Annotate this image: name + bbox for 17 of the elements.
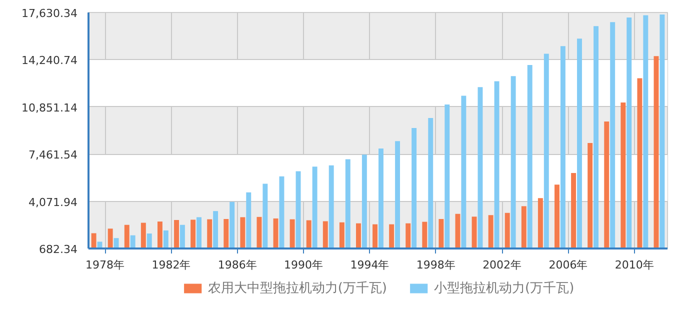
y-tick-label: 7,461.54 xyxy=(28,148,78,162)
y-tick-label: 4,071.94 xyxy=(28,196,78,209)
x-tick-label: 1982年 xyxy=(152,258,191,272)
y-tick-label: 14,240.74 xyxy=(22,54,78,68)
y-tick-label: 682.34 xyxy=(39,243,78,256)
legend-label: 农用大中型拖拉机动力(万千瓦) xyxy=(208,280,387,297)
x-tick-label: 2006年 xyxy=(548,258,588,272)
y-tick-label: 10,851.14 xyxy=(22,101,78,114)
x-tick-label: 1994年 xyxy=(350,258,390,272)
x-tick-label: 1998年 xyxy=(416,258,456,272)
x-tick-label: 1986年 xyxy=(218,258,257,272)
x-tick-label: 1978年 xyxy=(86,258,125,272)
y-tick-label: 17,630.34 xyxy=(22,7,78,20)
x-tick-label: 2002年 xyxy=(482,258,522,272)
x-tick-label: 1990年 xyxy=(284,258,324,272)
legend-label: 小型拖拉机动力(万千瓦) xyxy=(434,280,574,297)
x-tick-label: 2010年 xyxy=(614,258,654,272)
